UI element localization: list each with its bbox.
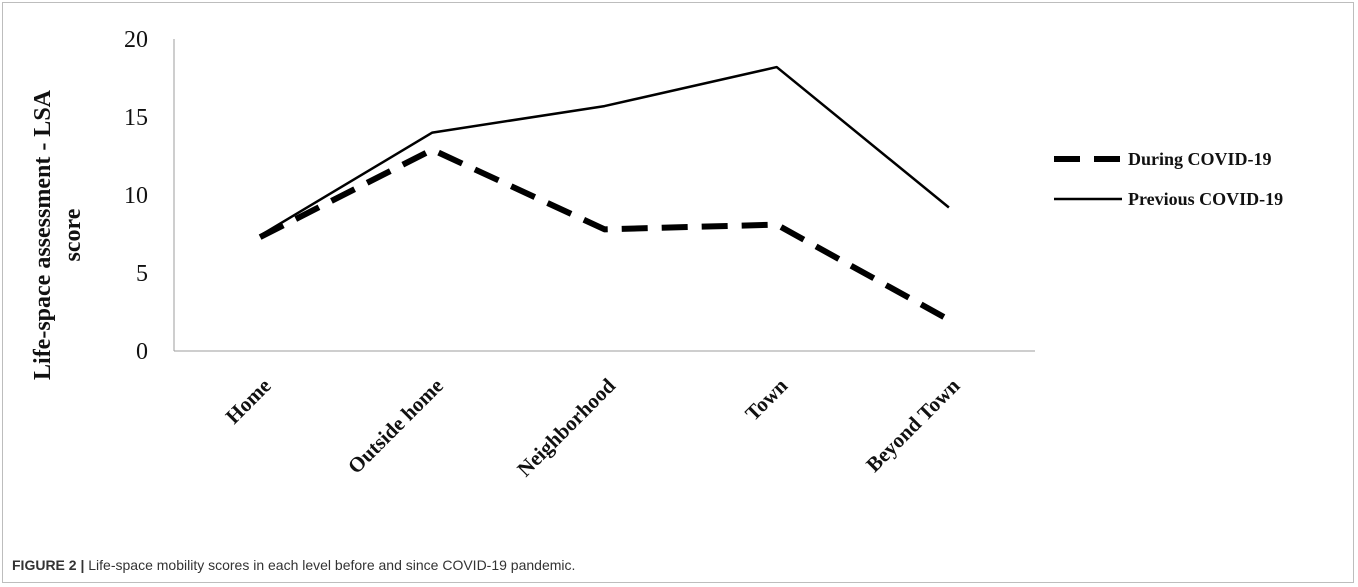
y-tick-label: 15 [124,105,148,131]
x-tick-label: Beyond Town [861,373,964,476]
y-axis-title-line: Life-space assessment - LSA [30,89,56,380]
y-axis-title-text: Life-space assessment - LSA score [30,89,86,380]
y-ticks: 0 5 10 15 20 [124,27,148,365]
legend: During COVID-19 Previous COVID-19 [1054,149,1283,209]
y-axis-title: Life-space assessment - LSA score [30,89,86,380]
x-tick-label: Outside home [343,374,448,479]
y-tick-label: 20 [124,27,148,53]
series-lines [258,65,951,323]
axes [173,39,1035,352]
caption-text: Life-space mobility scores in each level… [84,557,576,573]
y-tick-label: 0 [136,339,148,365]
series-line [259,65,950,237]
x-ticks: Home Outside home Neighborhood Town Beyond T… [221,373,965,481]
x-tick-label: Neighborhood [512,373,620,481]
x-tick-label: Home [221,374,276,429]
figure-caption: FIGURE 2 | Life-space mobility scores in… [12,557,575,573]
legend-label: Previous COVID-19 [1128,189,1283,209]
x-tick-label: Town [740,373,792,425]
y-tick-label: 10 [124,183,148,209]
caption-lead: FIGURE 2 | [12,557,85,573]
series-line [258,146,951,323]
y-axis-title-line: score [60,208,86,261]
line-chart: Life-space assessment - LSA score 0 5 10 15 2… [30,27,1283,481]
legend-label: During COVID-19 [1128,149,1272,169]
y-tick-label: 5 [136,261,148,287]
